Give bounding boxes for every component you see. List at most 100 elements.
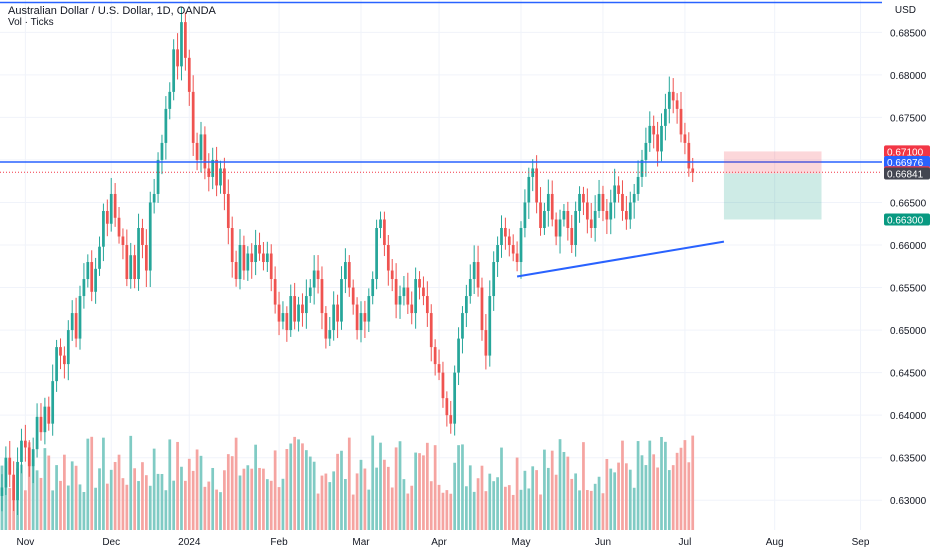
candle-body xyxy=(105,210,109,224)
candle-body xyxy=(254,245,257,263)
volume-bar xyxy=(351,494,355,530)
volume-bar xyxy=(691,435,695,530)
candle-body xyxy=(558,219,562,237)
candle-body xyxy=(574,210,578,246)
volume-bar xyxy=(476,478,480,530)
time-axis-label: May xyxy=(512,537,531,548)
candle-body xyxy=(24,440,27,448)
volume-bar xyxy=(211,467,215,530)
candle-body xyxy=(94,268,97,292)
candle-body xyxy=(51,381,55,424)
volume-bar xyxy=(27,442,31,530)
candle-body xyxy=(367,296,371,322)
candle-body xyxy=(535,168,538,203)
price-axis-label: 0.68000 xyxy=(890,71,927,82)
volume-bar xyxy=(47,455,51,530)
candle-body xyxy=(226,193,230,228)
volume-bar xyxy=(425,442,429,530)
volume-bar xyxy=(199,455,203,530)
candle-body xyxy=(605,210,609,220)
candle-body xyxy=(191,91,195,143)
volume-bar xyxy=(636,441,640,530)
candle-body xyxy=(539,202,542,228)
volume-bar xyxy=(589,490,593,530)
candle-body xyxy=(644,142,648,160)
volume-bar xyxy=(433,445,437,530)
candle-body xyxy=(585,202,589,220)
volume-bar xyxy=(535,470,538,530)
time-axis-label: Jul xyxy=(679,537,692,548)
volume-bar xyxy=(445,490,449,530)
candle-body xyxy=(265,253,269,263)
candle-body xyxy=(246,253,250,271)
candle-body xyxy=(129,255,133,280)
price-tag xyxy=(884,155,930,168)
candle-body xyxy=(289,296,293,331)
candle-body xyxy=(371,279,375,297)
time-axis-label: Jun xyxy=(595,537,611,548)
candle-body xyxy=(285,313,289,331)
candle-body xyxy=(363,313,367,322)
volume-bar xyxy=(519,489,523,530)
candle-body xyxy=(98,246,101,269)
volume-bar xyxy=(418,453,421,530)
volume-bar xyxy=(687,462,691,530)
candle-body xyxy=(144,245,148,271)
candle-body xyxy=(250,253,254,263)
candle-body xyxy=(281,313,285,322)
volume-bar xyxy=(621,440,624,530)
volume-bar xyxy=(63,454,66,530)
candle-body xyxy=(488,296,492,356)
candle-body xyxy=(640,159,644,177)
candle-body xyxy=(593,210,597,228)
candle-body xyxy=(332,304,336,331)
price-tag-text: 0.67100 xyxy=(887,147,924,158)
volume-bar xyxy=(386,466,390,530)
volume-bar xyxy=(39,477,43,530)
price-axis-label: 0.68500 xyxy=(890,28,927,39)
candle-body xyxy=(406,287,410,305)
candle-body xyxy=(121,236,125,246)
candle-body xyxy=(35,416,39,450)
candle-body xyxy=(562,210,566,220)
candle-body xyxy=(484,330,488,356)
volume-bar xyxy=(558,439,562,530)
candle-body xyxy=(597,193,601,211)
candle-body xyxy=(527,176,531,203)
volume-bar xyxy=(468,465,472,530)
volume-bar xyxy=(215,489,218,530)
volume-bar xyxy=(78,484,82,530)
take-profit-zone xyxy=(723,173,822,220)
volume-bar xyxy=(562,451,566,530)
price-axis-label: 0.66500 xyxy=(890,198,927,209)
time-axis-label: Nov xyxy=(16,537,34,548)
volume-bar xyxy=(289,443,293,530)
candle-body xyxy=(113,193,117,218)
volume-bar xyxy=(262,468,265,530)
volume-bar xyxy=(683,440,687,530)
volume-bar xyxy=(207,481,211,530)
volume-bar xyxy=(308,456,312,530)
volume-bar xyxy=(480,465,484,530)
volume-bar xyxy=(66,485,70,530)
candle-body xyxy=(386,245,390,271)
candle-body xyxy=(648,125,652,143)
volume-bar xyxy=(51,490,55,530)
volume-bar xyxy=(98,468,101,530)
volume-bar xyxy=(359,459,363,530)
volume-bar xyxy=(585,490,589,530)
price-tag-text: 0.66976 xyxy=(887,158,924,169)
candle-body xyxy=(207,168,211,177)
volume-bar xyxy=(164,490,168,530)
volume-bar xyxy=(168,439,172,530)
volume-bar xyxy=(35,470,39,530)
candle-body xyxy=(465,296,468,314)
candle-body xyxy=(515,253,519,263)
candle-body xyxy=(687,142,691,169)
candle-body xyxy=(441,372,445,399)
candle-body xyxy=(324,313,328,339)
volume-bar xyxy=(336,453,339,530)
volume-bar xyxy=(105,483,109,530)
